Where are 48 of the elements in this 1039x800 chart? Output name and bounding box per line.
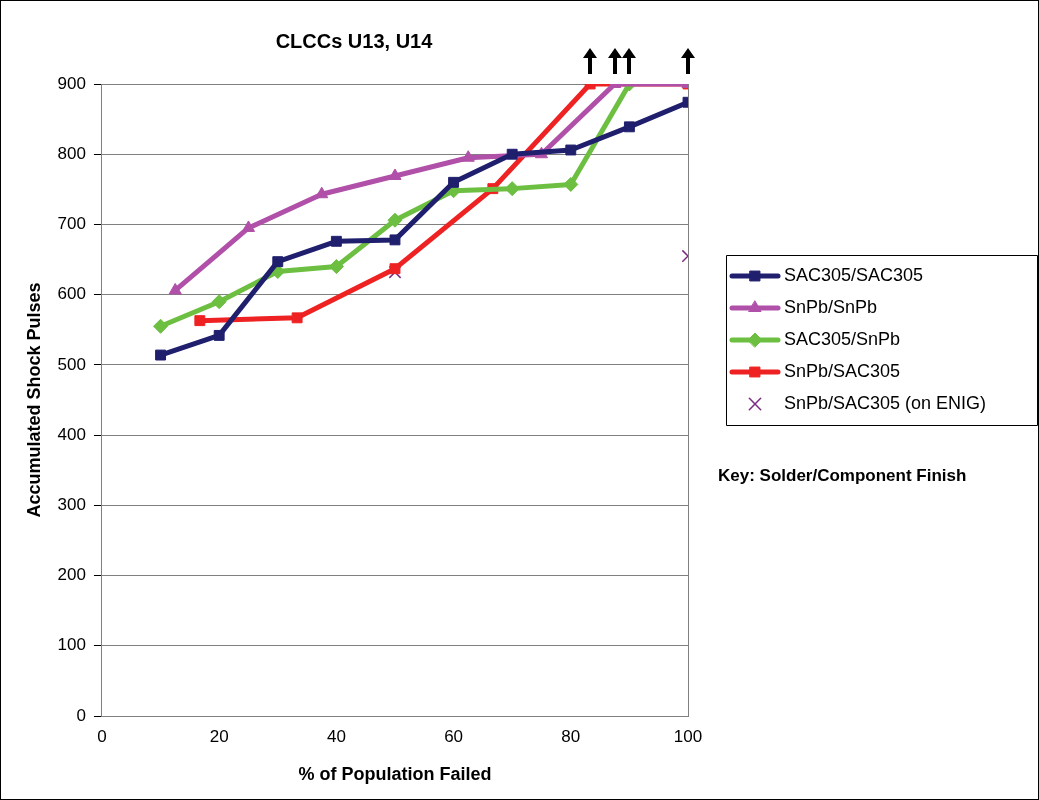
y-tick-label: 0	[76, 705, 86, 725]
point	[213, 329, 225, 341]
y-tick-label: 900	[57, 73, 86, 93]
text: Key: Solder/Component Finish	[718, 466, 967, 485]
point	[168, 282, 182, 295]
legend-label: SnPb/SAC305	[784, 360, 901, 381]
point	[155, 349, 167, 361]
point	[565, 144, 577, 156]
x-tick-label: 0	[97, 726, 107, 746]
point	[389, 234, 401, 246]
y-tick-label: 500	[57, 354, 86, 374]
y-tick-label: 400	[57, 424, 86, 444]
legend-label: SnPb/SAC305 (on ENIG)	[784, 392, 987, 413]
x-tick-label: 80	[561, 726, 581, 746]
point	[388, 168, 402, 180]
legend-label: SAC305/SAC305	[784, 264, 924, 285]
point	[211, 294, 227, 310]
point	[153, 318, 169, 334]
point	[330, 235, 342, 247]
point	[389, 263, 401, 275]
y-axis-title: Accumulated Shock Pulses	[23, 282, 44, 518]
x-tick-label: 40	[326, 726, 346, 746]
point	[291, 312, 303, 324]
y-tick-label: 300	[57, 495, 86, 515]
point	[506, 148, 518, 160]
x-tick-label: 100	[673, 726, 703, 746]
chart-title: CLCCs U13, U14	[275, 29, 434, 52]
point	[448, 176, 460, 188]
point	[623, 121, 635, 133]
legend-label: SAC305/SnPb	[784, 328, 901, 349]
y-tick-label: 100	[57, 635, 86, 655]
y-tick-label: 200	[57, 565, 86, 585]
y-tick-label: 700	[57, 214, 86, 234]
point	[315, 186, 329, 199]
x-tick-label: 20	[209, 726, 229, 746]
point	[563, 176, 579, 192]
x-axis-title: % of Population Failed	[298, 764, 492, 785]
point	[272, 256, 284, 268]
point	[504, 181, 520, 197]
point	[328, 259, 344, 275]
point	[241, 220, 256, 232]
y-tick-label: 800	[57, 143, 86, 163]
y-tick-label: 600	[57, 284, 86, 304]
point	[194, 315, 206, 327]
point	[461, 150, 475, 162]
point	[387, 212, 403, 228]
x-tick-label: 60	[444, 726, 464, 746]
legend-label: SnPb/SnPb	[784, 296, 878, 317]
